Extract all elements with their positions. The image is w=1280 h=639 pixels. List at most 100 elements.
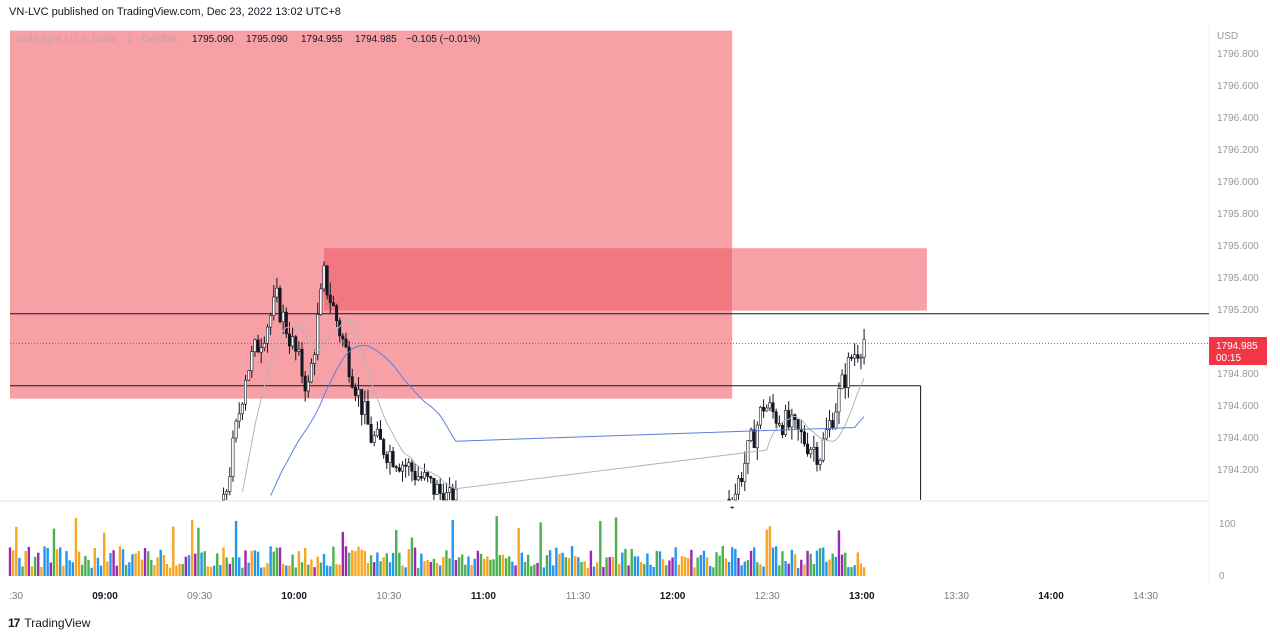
candle: [733, 483, 737, 501]
horizontal-lines: [10, 313, 1209, 500]
candle-body: [796, 419, 800, 430]
candle: [416, 465, 420, 482]
volume-bar: [812, 564, 816, 576]
candle-body: [749, 429, 753, 441]
volume-bar: [815, 550, 819, 576]
volume-bar: [752, 547, 756, 576]
candle: [771, 393, 775, 419]
volume-bar: [558, 553, 561, 576]
candle: [303, 371, 307, 402]
candle-body: [262, 343, 266, 349]
volume-bar: [238, 557, 241, 576]
volume-bar: [228, 563, 231, 576]
volume-bar: [608, 557, 611, 576]
candle: [228, 467, 232, 496]
candle: [429, 475, 433, 484]
volume-bar: [18, 557, 21, 576]
candle: [240, 402, 244, 420]
volume-bar: [523, 561, 527, 576]
volume-bar: [420, 553, 423, 576]
volume-bar: [743, 561, 746, 576]
candle-body: [404, 464, 408, 467]
volume-bar: [683, 557, 687, 576]
candle: [752, 419, 756, 449]
volume-bar: [303, 547, 307, 576]
candle: [231, 430, 235, 482]
volume-bar: [844, 552, 847, 576]
volume-bar: [8, 547, 12, 576]
candle-body: [331, 302, 335, 307]
candle-body: [322, 265, 326, 290]
volume-bar: [611, 556, 615, 576]
legend-high: 1795.090: [246, 34, 288, 45]
volume-bar: [310, 559, 313, 576]
volume-bar: [269, 546, 272, 576]
price-tick-label: 1794.200: [1217, 465, 1259, 476]
volume-bar: [153, 565, 156, 576]
volume-bar: [661, 559, 665, 576]
candle: [410, 459, 414, 482]
candle-body: [234, 420, 238, 439]
candle: [812, 435, 816, 462]
volume-bar: [165, 564, 169, 576]
volume-bar: [338, 564, 341, 576]
time-tick-label: 10:00: [281, 591, 307, 602]
volume-bar: [740, 565, 743, 576]
volume-bar: [77, 551, 81, 576]
volume-bar: [470, 564, 473, 576]
candle: [347, 340, 351, 383]
volume-bar: [112, 550, 115, 576]
candle: [328, 282, 332, 314]
volume-bar: [382, 557, 385, 576]
candle-body: [391, 451, 395, 468]
volume-bar: [106, 561, 109, 576]
candle: [419, 471, 423, 481]
candle-body: [806, 443, 810, 455]
footer-brand-label: TradingView: [24, 616, 91, 630]
volume-bar: [266, 563, 269, 576]
candle-body: [815, 446, 819, 465]
volume-bar: [128, 562, 131, 576]
candle: [319, 283, 323, 316]
volume-bar: [825, 561, 828, 576]
volume-bar: [614, 517, 618, 576]
volume-bar: [260, 567, 263, 576]
volume-bar: [731, 547, 734, 576]
candlestick-chart[interactable]: 1796.800 1796.600 1796.400 1796.200 1796.000…: [0, 0, 1280, 610]
volume-bar: [59, 547, 62, 576]
candle-body: [831, 420, 835, 429]
volume-bar: [542, 567, 545, 576]
volume-bar: [197, 527, 200, 576]
candle: [413, 463, 417, 486]
candle: [762, 399, 766, 419]
volume-bar: [486, 556, 489, 576]
volume-bar: [778, 565, 781, 576]
candle-body: [730, 506, 734, 509]
volume-bar: [467, 556, 470, 576]
volume-bar: [831, 553, 834, 576]
candle-body: [774, 411, 778, 424]
candle: [426, 471, 430, 483]
volume-bar: [206, 566, 210, 576]
volume-bar: [231, 557, 235, 576]
candle-body: [758, 406, 762, 426]
volume-bar: [33, 556, 37, 576]
volume-bar: [847, 567, 850, 576]
time-axis: :30 09:00 09:30 10:00 10:30 11:00 11:30 12:00 12…: [9, 591, 1159, 602]
footer-brand: 17 TradingView: [8, 616, 90, 630]
candle: [253, 338, 257, 357]
candle: [768, 396, 772, 412]
time-tick-label: 09:30: [187, 591, 212, 602]
candle-body: [771, 402, 775, 413]
volume-bar: [665, 565, 668, 576]
volume-bar: [291, 554, 294, 576]
candle-body: [435, 483, 439, 495]
currency-label: USD: [1217, 31, 1238, 42]
candle: [281, 304, 285, 335]
volume-bar: [159, 549, 162, 576]
volume-bar: [256, 551, 260, 576]
volume-bar: [369, 555, 373, 576]
candle: [379, 420, 383, 440]
volume-bar: [253, 550, 257, 576]
volume-bar: [357, 546, 360, 576]
